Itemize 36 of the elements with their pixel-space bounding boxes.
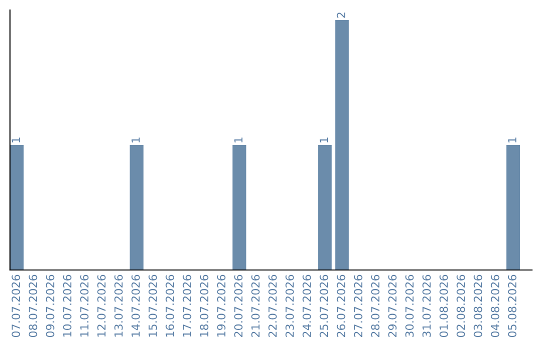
data-label: 1 xyxy=(320,138,328,142)
x-tick-label: 10.07.2026 xyxy=(63,274,72,337)
x-tick-label: 24.07.2026 xyxy=(302,274,312,337)
x-tick-label: 13.07.2026 xyxy=(114,274,123,337)
x-tick-label: 01.08.2026 xyxy=(440,274,448,338)
x-tick-label: 14.07.2026 xyxy=(131,274,140,337)
x-tick-label: 02.08.2026 xyxy=(456,274,466,338)
x-tick-label: 22.07.2026 xyxy=(268,274,277,337)
x-tick-label: 17.07.2026 xyxy=(182,274,192,337)
x-tick-label: 15.07.2026 xyxy=(148,274,157,337)
x-tick-label: 11.07.2026 xyxy=(80,274,89,337)
x-tick-label: 07.07.2026 xyxy=(12,274,20,338)
x-tick-label: 31.07.2026 xyxy=(422,274,431,337)
data-label: 1 xyxy=(234,138,242,142)
x-tick-label: 23.07.2026 xyxy=(286,274,294,337)
x-tick-label: 21.07.2026 xyxy=(251,274,260,337)
x-tick-label: 12.07.2026 xyxy=(97,274,106,337)
data-label: 1 xyxy=(508,138,516,142)
x-tick-label: 16.07.2026 xyxy=(166,274,174,337)
x-tick-label: 27.07.2026 xyxy=(354,274,362,337)
data-label: 1 xyxy=(132,138,140,142)
x-tick-label: 19.07.2026 xyxy=(217,274,226,337)
x-tick-label: 09.07.2026 xyxy=(46,274,54,338)
x-tick-label: 30.07.2026 xyxy=(405,274,414,337)
x-tick-label: 26.07.2026 xyxy=(336,274,346,337)
x-tick-label: 04.08.2026 xyxy=(490,274,500,338)
x-tick-label: 28.07.2026 xyxy=(371,274,380,337)
data-label: 2 xyxy=(336,12,346,18)
x-tick-label: 25.07.2026 xyxy=(320,274,328,337)
x-tick-label: 05.08.2026 xyxy=(508,274,516,338)
x-tick-label: 03.08.2026 xyxy=(474,274,482,338)
x-tick-label: 20.07.2026 xyxy=(234,274,243,337)
x-tick-label: 18.07.2026 xyxy=(200,274,208,337)
x-tick-label: 08.07.2026 xyxy=(28,274,38,338)
x-tick-label: 29.07.2026 xyxy=(388,274,397,337)
data-label: 1 xyxy=(12,138,20,142)
